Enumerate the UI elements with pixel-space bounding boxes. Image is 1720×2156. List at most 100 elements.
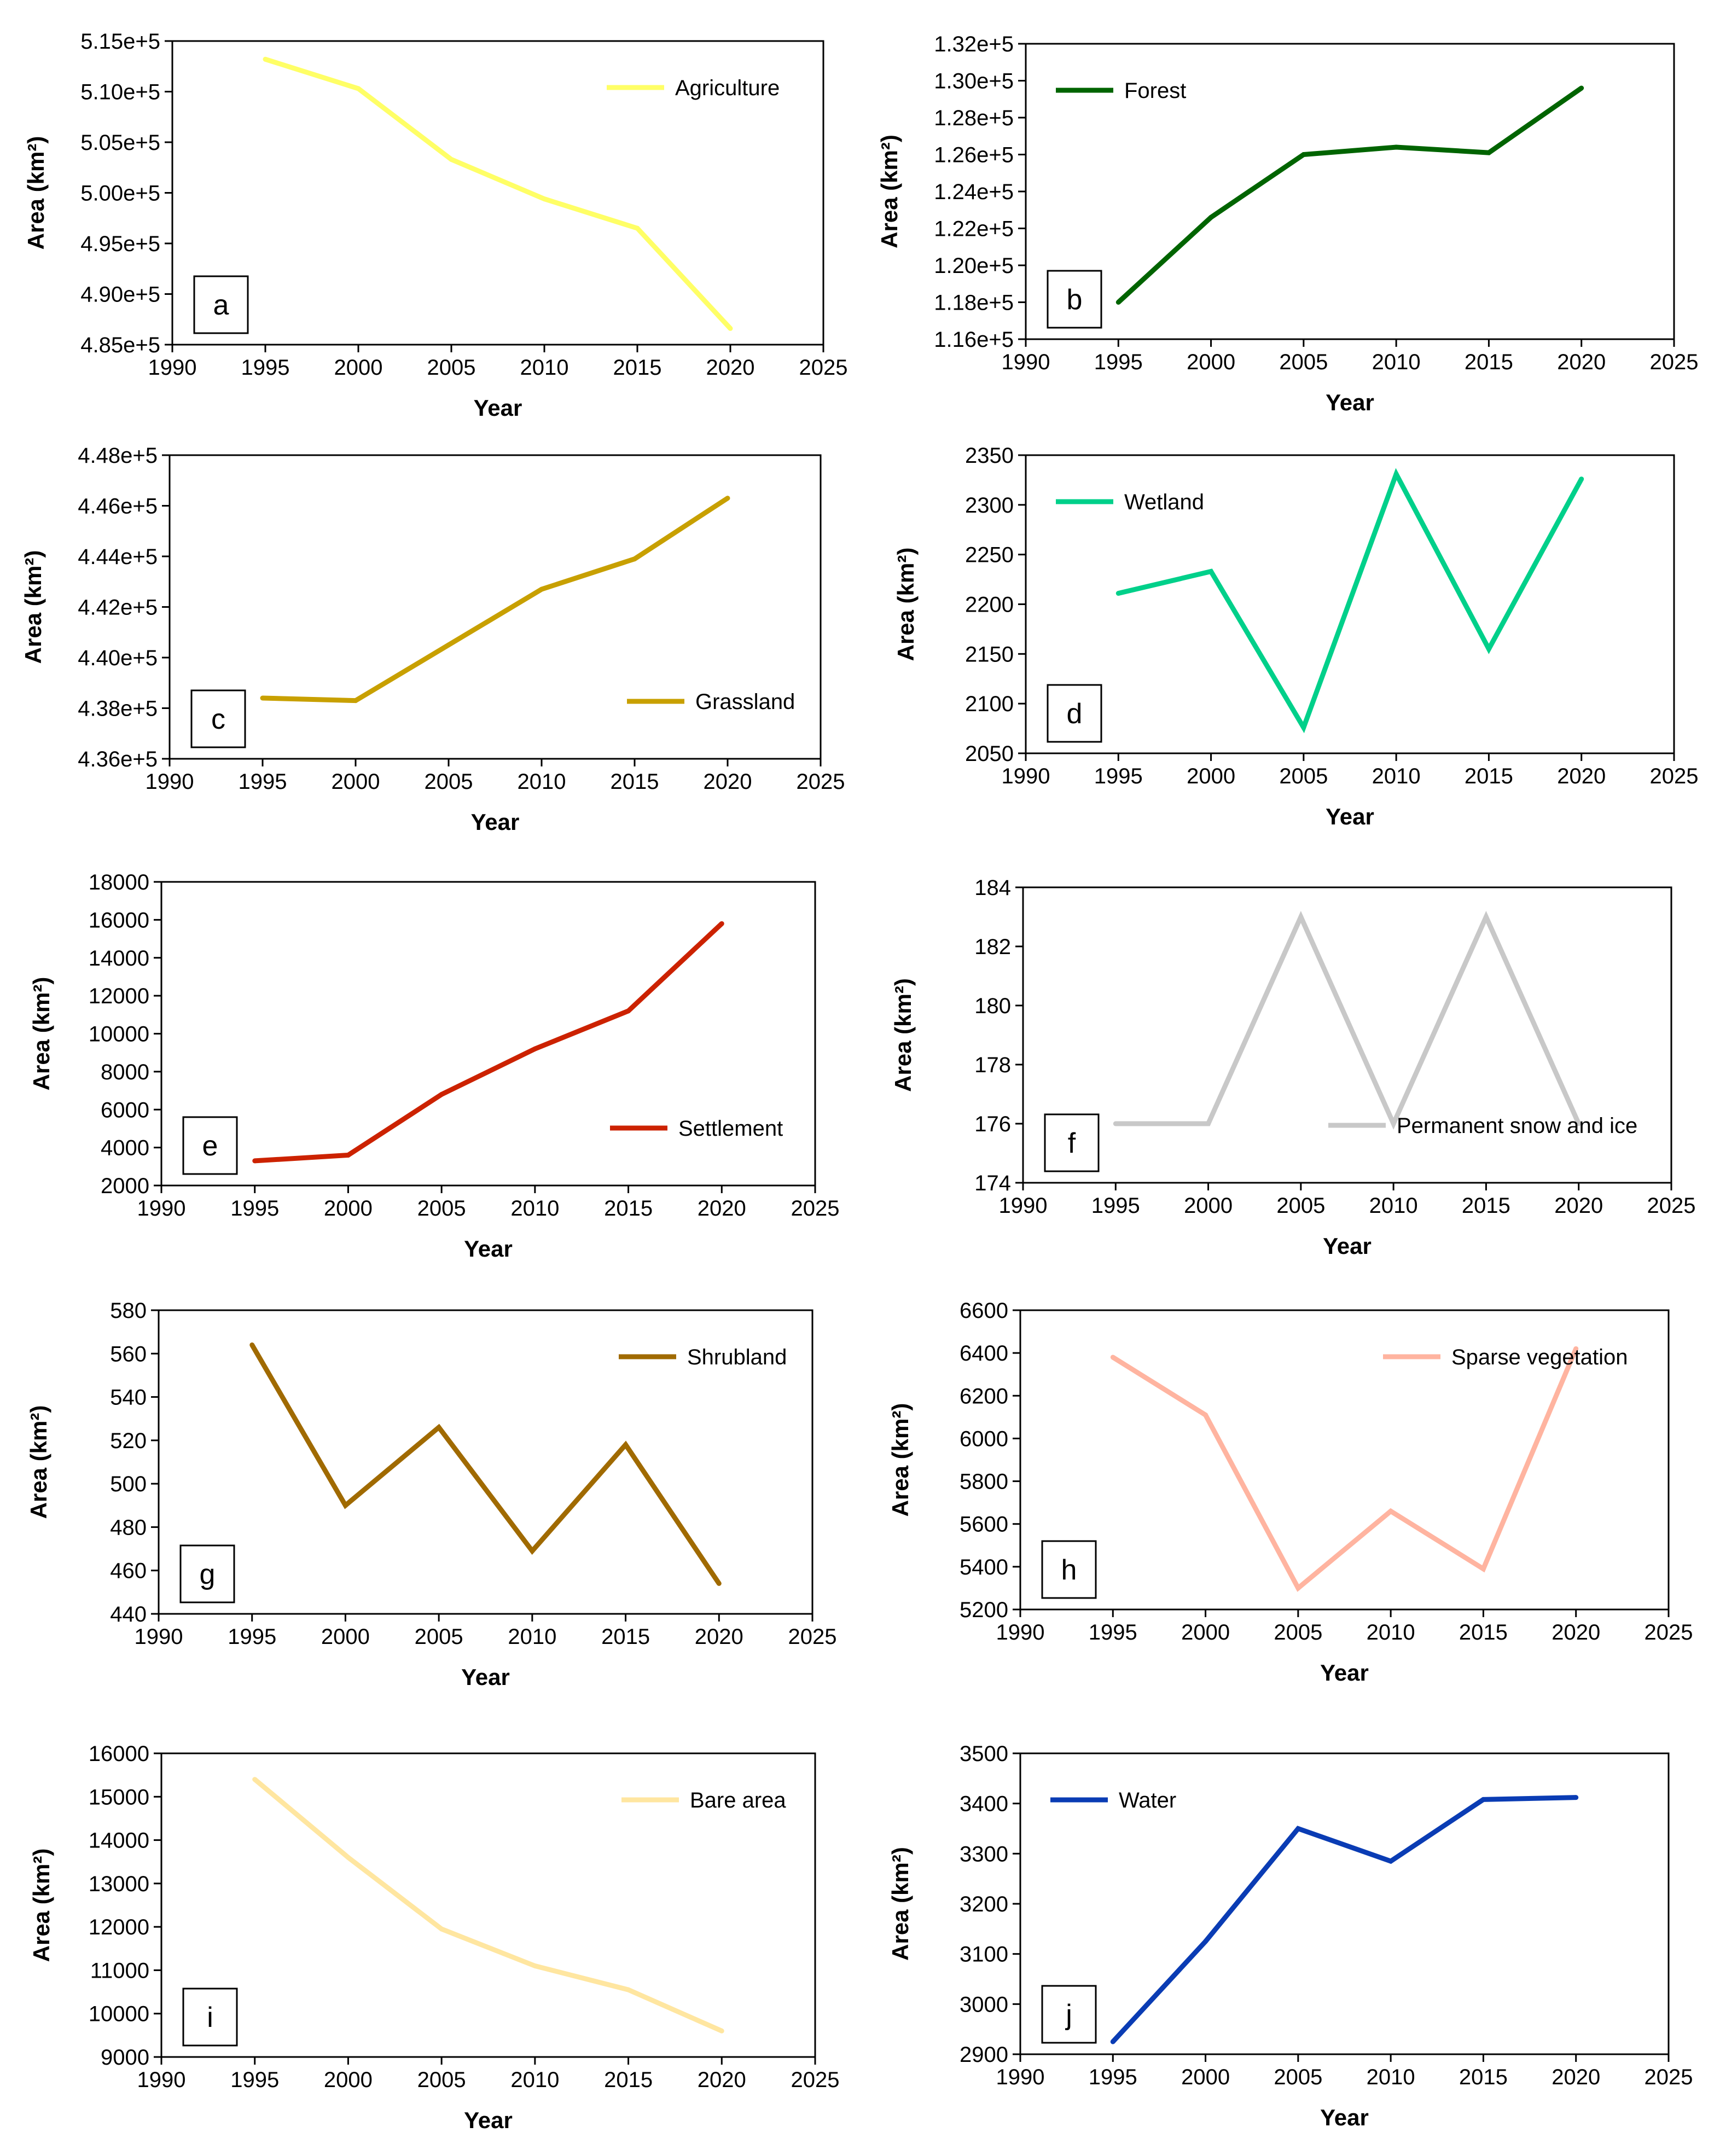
y-tick-label: 3500 [960,1742,1008,1766]
data-point [345,1855,351,1860]
x-tick-label: 2025 [1647,1194,1696,1218]
x-axis-title: Year [461,1664,510,1690]
x-tick-label: 2000 [324,1196,373,1221]
y-tick-label: 4.95e+5 [80,232,160,256]
x-tick-label: 2010 [1369,1194,1418,1218]
y-tick-label: 4.38e+5 [78,697,158,721]
x-tick-label: 2010 [510,1196,559,1221]
x-tick-label: 1995 [228,1625,276,1649]
y-tick-label: 182 [974,935,1011,959]
x-tick-label: 1990 [1002,764,1050,788]
x-tick-label: 2015 [604,1196,653,1221]
panel-label-box: c [190,689,246,748]
data-point [532,1963,538,1968]
panel-label-box: a [193,275,249,334]
legend-label: Water [1119,1788,1176,1812]
y-tick-label: 12000 [89,984,149,1008]
y-tick-label: 14000 [89,1829,149,1853]
panel-label: b [1067,284,1083,316]
data-point [1579,476,1584,482]
legend: Sparse vegetation [1383,1345,1628,1369]
data-point [623,1442,629,1448]
data-point [1480,1797,1486,1802]
legend-label: Bare area [690,1788,786,1812]
panel-c: 1990 1995 2000 2005 2010 2015 2020 2025 4.36e+5 4… [20,444,845,835]
panel-label-box: f [1044,1113,1100,1172]
panel-label: d [1067,698,1083,730]
panel-label-frame [179,1544,235,1603]
panel-h: 1990 1995 2000 2005 2010 2015 2020 2025 5200 5400… [887,1299,1693,1686]
x-tick-label: 1995 [1094,764,1143,788]
data-point [1393,472,1399,477]
y-tick-label: 18000 [89,870,149,894]
x-tick-label: 2000 [1187,350,1235,374]
legend: Grassland [627,690,795,714]
y-axis-title: Area (km²) [890,978,916,1092]
data-point [345,1153,351,1158]
series-line-wetland [1118,468,1584,734]
panel-label: j [1065,1999,1072,2031]
x-tick-label: 1995 [230,1196,279,1221]
x-tick-label: 1995 [1094,350,1143,374]
y-tick-label: 1.30e+5 [934,69,1014,94]
x-tick-label: 2025 [1650,764,1699,788]
y-tick-label: 184 [974,876,1011,900]
y-tick-label: 6400 [960,1341,1008,1365]
data-point [1295,1585,1301,1591]
y-tick-label: 6000 [960,1427,1008,1451]
panel-label-box: d [1047,684,1102,743]
data-point [252,1158,258,1164]
y-tick-label: 1.22e+5 [934,217,1014,241]
y-tick-label: 4.85e+5 [80,333,160,357]
y-tick-label: 15000 [89,1785,149,1809]
x-tick-label: 2010 [1372,350,1421,374]
x-tick-label: 2025 [791,1196,840,1221]
y-tick-label: 1.16e+5 [934,328,1014,352]
legend: Wetland [1056,490,1204,514]
x-tick-label: 2005 [427,356,476,380]
panel-label: a [213,289,229,321]
y-tick-label: 6000 [101,1098,149,1122]
x-tick-label: 2000 [1184,1194,1233,1218]
y-tick-label: 2350 [965,444,1014,468]
x-tick-label: 1990 [137,2068,186,2092]
series-line-shrubland [249,1344,722,1585]
x-tick-label: 1990 [1002,350,1050,374]
plot-frame [160,1752,816,2058]
x-tick-label: 2015 [601,1625,650,1649]
data-point [1208,214,1214,220]
plot-frame [1019,1309,1670,1611]
data-point [1301,725,1306,730]
y-tick-label: 4.36e+5 [78,747,158,771]
x-tick-label: 2015 [1462,1194,1510,1218]
panel-label-frame [193,275,249,334]
panel-label-frame [1041,1540,1097,1599]
x-tick-label: 2005 [417,2068,466,2092]
x-axis-title: Year [474,395,522,421]
y-tick-label: 6200 [960,1384,1008,1408]
y-tick-label: 11000 [90,1959,149,1983]
legend: Shrubland [619,1345,787,1369]
panel-label-box: b [1047,270,1102,329]
panel-g: 1990 1995 2000 2005 2010 2015 2020 2025 440 460 48… [26,1299,836,1690]
legend-label: Wetland [1124,490,1204,514]
y-tick-label: 5.10e+5 [80,80,160,104]
data-point [539,586,544,592]
panel-label: c [211,704,225,735]
data-point [260,695,265,701]
data-point [626,1008,631,1014]
data-point [1486,646,1491,652]
data-point [353,698,358,704]
y-tick-label: 2000 [101,1174,149,1198]
data-point [342,1503,348,1508]
data-point [1295,1826,1301,1831]
data-point [439,1926,444,1932]
x-tick-label: 2020 [1557,350,1606,374]
data-point [449,156,454,162]
y-axis-title: Area (km²) [876,135,902,248]
y-tick-label: 3100 [960,1943,1008,1967]
x-tick-label: 1990 [137,1196,186,1221]
x-tick-label: 1995 [1089,1620,1137,1644]
y-tick-label: 2200 [965,593,1014,617]
